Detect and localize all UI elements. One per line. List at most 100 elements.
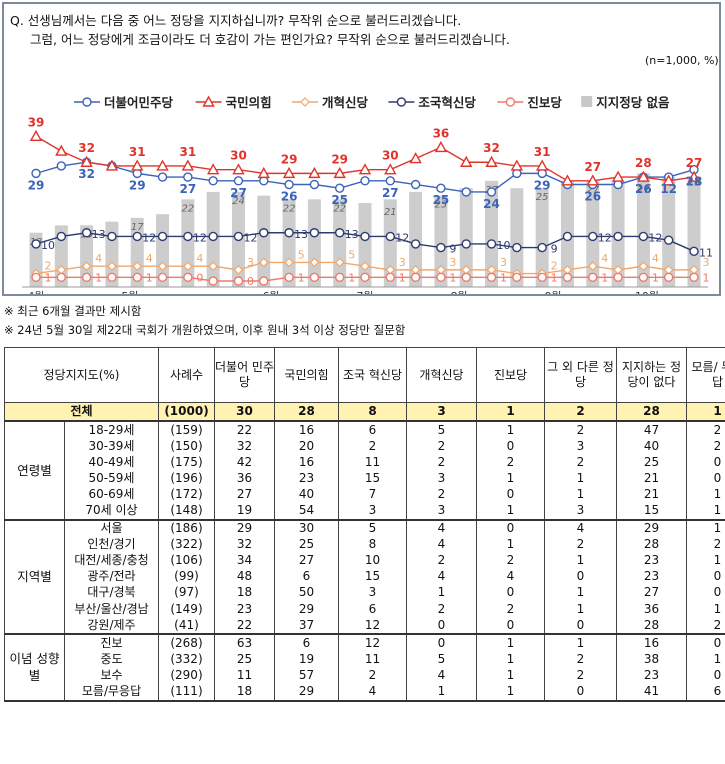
table-cell: 27 (274, 552, 339, 569)
series-marker-3 (638, 231, 649, 242)
table-cell: 2 (544, 402, 617, 422)
table-cell: 2 (686, 536, 725, 553)
table-cell: 0 (686, 568, 725, 585)
table-cell: 29 (214, 519, 275, 537)
table-cell: 27 (616, 584, 687, 602)
table-cell: 1 (476, 667, 545, 684)
table-cell: 16 (274, 454, 339, 471)
series-marker-1 (29, 129, 43, 141)
bar-value-label: 23 (435, 200, 448, 211)
table-cell: 12 (338, 617, 407, 636)
table-cell: 2 (544, 454, 617, 471)
series-value-label: 4 (146, 252, 153, 265)
series-marker-4 (56, 272, 67, 282)
table-cell: 3 (544, 438, 617, 455)
row-label: 보수 (64, 667, 159, 684)
legend-label-0: 더불어민주당 (104, 95, 174, 110)
table-row: 보수 (290) 11 57 2 4 1 2 23 0 (5, 667, 725, 684)
sample-size: (172) (158, 486, 215, 503)
series-marker-3 (461, 239, 471, 249)
table-cell: 1 (544, 552, 617, 569)
sample-size: (159) (158, 420, 215, 439)
series-value-label: 27 (230, 186, 247, 200)
row-label: 18-29세 (64, 420, 159, 439)
sample-size: (99) (158, 568, 215, 585)
legend-label-5: 지지정당 없음 (596, 95, 670, 110)
series-value-label: 3 (703, 256, 710, 269)
table-cell: 15 (338, 568, 407, 585)
series-value-label: 27 (179, 182, 196, 196)
table-cell: 37 (274, 617, 339, 636)
table-cell: 2 (686, 438, 725, 455)
series-marker-4 (436, 272, 446, 282)
header-cell: 모름/ 무응답 (686, 347, 725, 403)
table-cell: 28 (616, 536, 687, 553)
series-marker-3 (588, 231, 598, 242)
series-marker-4 (613, 272, 623, 282)
x-tick-label: 9월 (544, 290, 561, 294)
series-value-label: 1 (551, 271, 558, 284)
sample-size: (290) (158, 667, 215, 684)
series-marker-3 (385, 231, 396, 242)
table-row-total: 전체 (1000) 30 28 8 3 1 2 28 1 (4, 402, 725, 422)
series-marker-4 (663, 272, 674, 282)
table-row: 부산/울산/경남 (149) 23 29 6 2 2 1 36 1 (5, 601, 725, 618)
series-marker-2 (233, 265, 244, 275)
table-cell: 1 (686, 601, 725, 618)
table-cell: 1 (406, 584, 477, 602)
series-marker-1 (308, 166, 321, 179)
table-cell: 40 (274, 486, 339, 503)
table-cell: 6 (274, 568, 339, 585)
table-cell: 2 (544, 536, 617, 553)
series-value-label: 25 (433, 193, 450, 207)
series-marker-2 (638, 261, 649, 272)
sample-size: (149) (158, 601, 215, 618)
series-marker-3 (107, 231, 117, 242)
sample-size: (41) (158, 617, 215, 636)
table-cell: 2 (406, 552, 477, 569)
series-value-label: 30 (382, 149, 399, 163)
table-cell: 40 (616, 438, 687, 455)
series-value-label: 12 (142, 231, 156, 244)
series-value-label: 3 (449, 256, 456, 269)
table-cell: 1 (686, 486, 725, 503)
series-marker-3 (613, 231, 623, 242)
series-value-label: 13 (92, 228, 106, 241)
bar-no-party (459, 188, 473, 287)
table-row: 강원/제주 (41) 22 37 12 0 0 0 28 2 (5, 617, 725, 636)
sample-size: (268) (158, 633, 215, 652)
series-marker-4 (537, 272, 547, 282)
table-cell: 7 (338, 486, 407, 503)
table-row: 광주/전라 (99) 48 6 15 4 4 0 23 0 (5, 568, 725, 585)
series-value-label: 12 (395, 231, 409, 244)
series-marker-0 (486, 187, 497, 197)
table-cell: 29 (274, 683, 339, 702)
table-cell: 3 (406, 402, 477, 422)
series-marker-3 (436, 242, 446, 253)
series-marker-4 (157, 272, 168, 282)
series-value-label: 1 (95, 271, 102, 284)
table-cell: 3 (406, 502, 477, 521)
row-label: 중도 (64, 651, 159, 668)
series-value-label: 39 (28, 115, 45, 129)
series-value-label: 0 (247, 275, 254, 288)
row-label: 전체 (4, 402, 159, 422)
legend-swatch-5 (581, 96, 593, 107)
series-value-label: 24 (483, 197, 500, 211)
series-value-label: 29 (129, 178, 146, 192)
series-marker-4 (334, 272, 345, 282)
series-value-label: 12 (193, 231, 207, 244)
table-cell: 57 (274, 667, 339, 684)
table-cell: 10 (338, 552, 407, 569)
series-value-label: 30 (230, 149, 247, 163)
table-cell: 2 (406, 486, 477, 503)
table-cell: 36 (616, 601, 687, 618)
row-label: 70세 이상 (64, 502, 159, 521)
series-value-label: 10 (497, 239, 511, 252)
bar-no-party (434, 195, 448, 287)
table-cell: 0 (686, 470, 725, 487)
row-label: 50-59세 (64, 470, 159, 487)
bar-no-party (485, 180, 499, 287)
table-cell: 1 (476, 536, 545, 553)
series-value-label: 25 (331, 193, 348, 207)
